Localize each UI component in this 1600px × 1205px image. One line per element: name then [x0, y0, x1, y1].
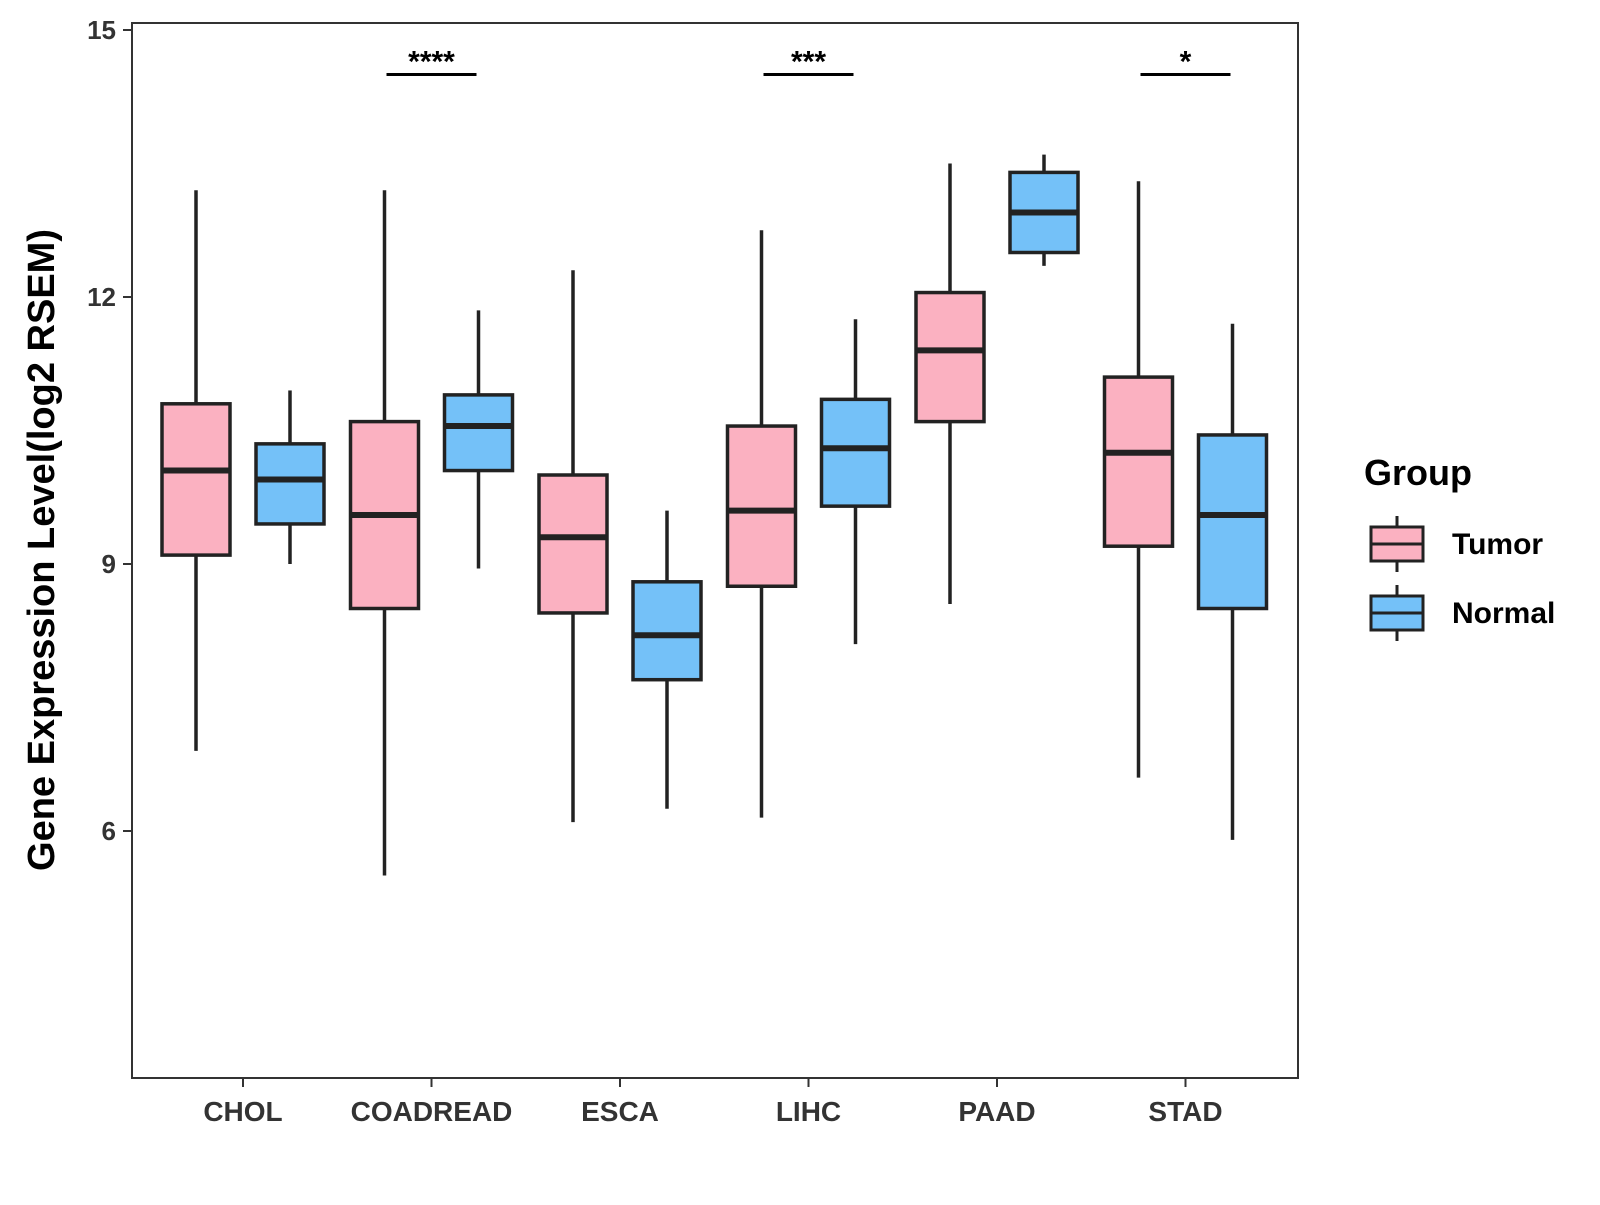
x-tick-label-paad: PAAD — [958, 1096, 1035, 1127]
significance-label-lihc: *** — [791, 46, 826, 79]
box-tumor-lihc — [725, 230, 798, 818]
box-normal-lihc — [819, 319, 892, 645]
box-body-tumor-esca — [537, 473, 609, 615]
box-normal-esca — [631, 510, 703, 809]
y-axis-label: Gene Expression Level(log2 RSEM) — [21, 229, 63, 871]
box-body-normal-lihc — [819, 397, 892, 508]
significance-label-stad: * — [1180, 46, 1192, 79]
box-tumor-chol — [160, 190, 232, 751]
x-tick-label-stad: STAD — [1148, 1096, 1222, 1127]
plot-panel — [131, 22, 1299, 1079]
box-tumor-stad — [1102, 181, 1175, 778]
legend-item-tumor: Tumor — [1369, 516, 1543, 572]
y-tick-label-6: 6 — [102, 816, 116, 846]
significance-label-coadread: **** — [408, 46, 455, 79]
box-normal-paad — [1008, 154, 1080, 266]
box-body-tumor-lihc — [725, 424, 798, 588]
box-body-normal-esca — [631, 580, 703, 682]
x-tick-label-chol: CHOL — [203, 1096, 282, 1127]
box-normal-chol — [254, 390, 326, 564]
box-body-normal-coadread — [442, 393, 515, 473]
legend-title: Group — [1364, 452, 1472, 493]
chart-axes: 6 9 12 15 CHOL COADREAD ESCA LIHC PAAD STAD — [87, 15, 1223, 1127]
box-body-normal-chol — [254, 442, 326, 526]
y-tick-label-15: 15 — [87, 15, 116, 45]
y-tick-label-12: 12 — [87, 282, 116, 312]
box-body-tumor-stad — [1102, 375, 1175, 548]
legend: Group Tumor Normal — [1364, 452, 1555, 641]
box-normal-stad — [1196, 323, 1269, 840]
x-tick-label-coadread: COADREAD — [351, 1096, 513, 1127]
box-body-normal-stad — [1196, 433, 1269, 611]
box-tumor-esca — [537, 270, 609, 823]
legend-label-tumor: Tumor — [1452, 528, 1543, 561]
box-normal-coadread — [442, 310, 515, 569]
x-tick-label-esca: ESCA — [581, 1096, 659, 1127]
chart-marks: **** *** * — [160, 46, 1269, 876]
box-tumor-paad — [914, 163, 986, 605]
x-tick-label-lihc: LIHC — [776, 1096, 841, 1127]
box-body-tumor-paad — [914, 290, 986, 424]
box-body-tumor-chol — [160, 402, 232, 557]
legend-item-normal: Normal — [1369, 585, 1555, 641]
y-tick-label-9: 9 — [102, 549, 116, 579]
legend-label-normal: Normal — [1452, 597, 1555, 630]
box-tumor-coadread — [348, 190, 421, 876]
